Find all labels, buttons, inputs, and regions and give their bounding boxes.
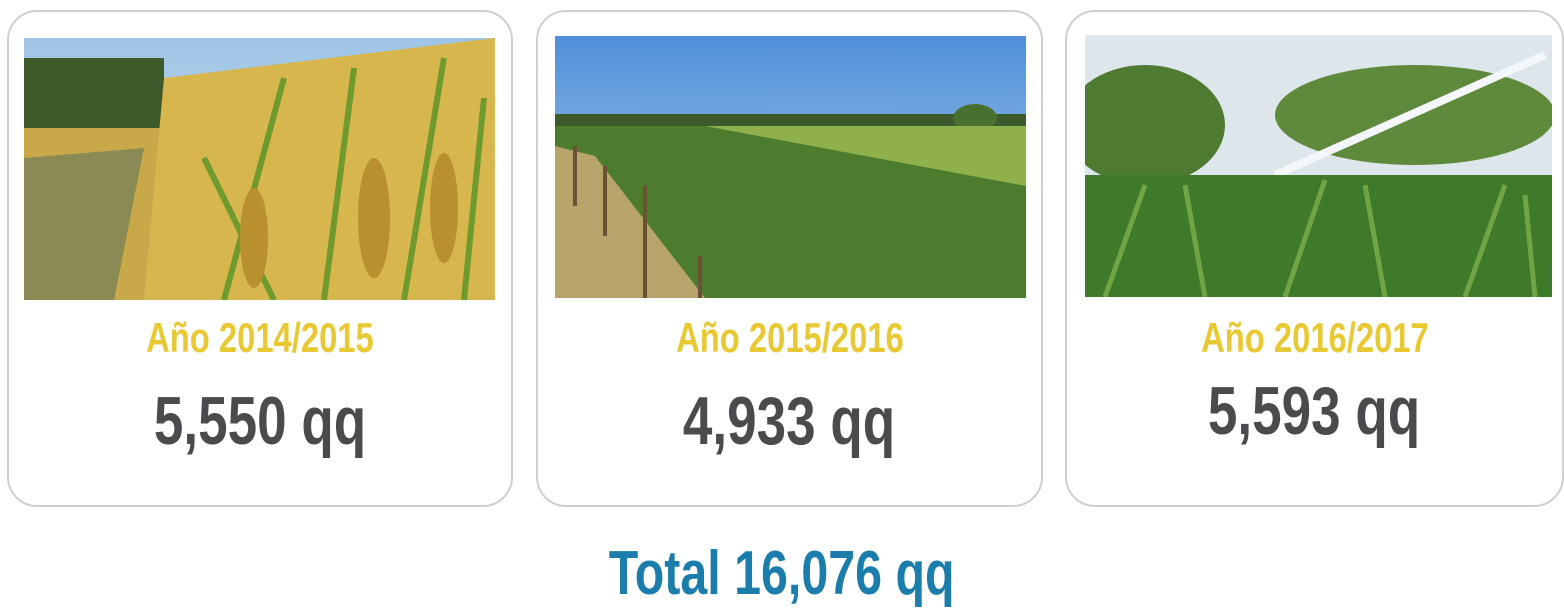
total: Total 16,076 qq — [0, 538, 1564, 609]
value: 5,550 qq — [9, 382, 511, 460]
corn-field-photo — [1085, 35, 1552, 297]
bean-field-photo — [555, 36, 1026, 298]
text: 5,550 qq — [154, 382, 366, 460]
rice-photo — [24, 38, 495, 300]
value: 5,593 qq — [1067, 372, 1562, 450]
text: Año 2015/2016 — [676, 314, 904, 362]
page: Año 2014/2015 5,550 qq Año 2015/2016 4,9… — [0, 0, 1564, 610]
year-label: Año 2014/2015 — [9, 314, 511, 362]
card: Año 2014/2015 5,550 qq — [7, 10, 513, 507]
text: Año 2014/2015 — [146, 314, 374, 362]
card: Año 2015/2016 4,933 qq — [536, 10, 1043, 507]
value: 4,933 qq — [538, 382, 1041, 460]
text: 5,593 qq — [1208, 372, 1420, 450]
year-label: Año 2015/2016 — [538, 314, 1041, 362]
text: 4,933 qq — [683, 382, 895, 460]
text: Año 2016/2017 — [1201, 314, 1429, 362]
card: Año 2016/2017 5,593 qq — [1065, 10, 1564, 507]
text: Total 16,076 qq — [609, 538, 955, 609]
year-label: Año 2016/2017 — [1067, 314, 1562, 362]
